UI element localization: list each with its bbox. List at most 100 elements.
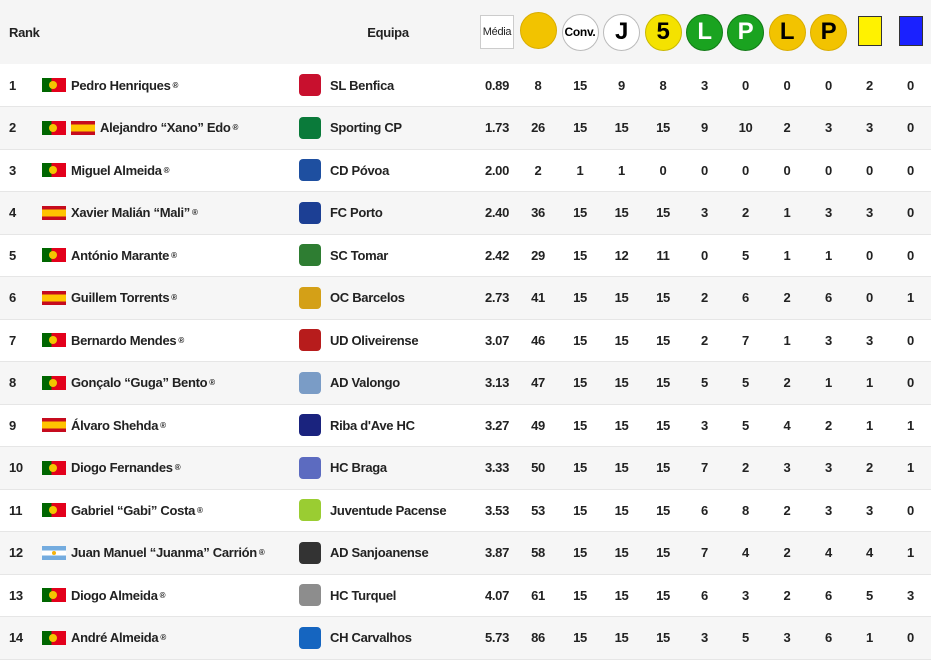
green-l-header[interactable]: L (686, 13, 723, 51)
team-cell[interactable]: Riba d'Ave HC (299, 404, 477, 447)
player-cell[interactable]: Gabriel “Gabi” Costa ® (42, 489, 299, 532)
player-cell[interactable]: Guillem Torrents ® (42, 277, 299, 320)
team-header[interactable]: Equipa (367, 24, 409, 40)
table-row[interactable]: 5 António Marante ® SC Tomar 2.42 29 15 12 11 0 5 1… (0, 234, 931, 277)
team-cell[interactable]: AD Sanjoanense (299, 532, 477, 575)
table-row[interactable]: 11 Gabriel “Gabi” Costa ® Juventude Pacense… (0, 489, 931, 532)
blue-card-header-icon[interactable] (898, 15, 923, 46)
media-cell: 2.00 (484, 162, 510, 178)
player-cell[interactable]: Alejandro “Xano” Edo ® (42, 107, 299, 150)
team-cell[interactable]: CH Carvalhos (299, 617, 477, 660)
stat-cell-7: 1 (783, 332, 791, 348)
team-name[interactable]: UD Oliveirense (330, 332, 419, 348)
registered-icon: ® (174, 463, 181, 473)
player-cell[interactable]: Xavier Malián “Mali” ® (42, 192, 299, 235)
player-name[interactable]: António Marante (71, 247, 170, 263)
table-row[interactable]: 7 Bernardo Mendes ® UD Oliveirense 3.07 46 15 1… (0, 319, 931, 362)
rank-header[interactable]: Rank (9, 24, 40, 40)
stat-cell-5: 3 (701, 417, 708, 433)
stat-cell-9: 3 (866, 205, 873, 221)
team-cell[interactable]: SC Tomar (299, 234, 477, 277)
team-name[interactable]: AD Valongo (330, 375, 400, 391)
stat-cell-7: 4 (783, 417, 791, 433)
team-name[interactable]: SL Benfica (330, 77, 394, 93)
green-p-header[interactable]: P (727, 13, 764, 51)
team-name[interactable]: FC Porto (330, 205, 383, 221)
team-cell[interactable]: Sporting CP (299, 107, 477, 150)
player-cell[interactable]: André Almeida ® (42, 617, 299, 660)
team-name[interactable]: CH Carvalhos (330, 630, 412, 646)
team-cell[interactable]: FC Porto (299, 192, 477, 235)
player-name[interactable]: Bernardo Mendes (71, 332, 177, 348)
table-row[interactable]: 14 André Almeida ® CH Carvalhos 5.73 86 15 15 15… (0, 616, 931, 660)
player-name[interactable]: Diogo Fernandes (71, 460, 173, 476)
player-name[interactable]: Pedro Henriques (71, 77, 171, 93)
table-row[interactable]: 1 Pedro Henriques ® SL Benfica 0.89 8 15 9 8 3 0 0 0… (0, 64, 931, 107)
table-row[interactable]: 8 Gonçalo “Guga” Bento ® AD Valongo 3.13 47 15… (0, 361, 931, 405)
player-name[interactable]: Gabriel “Gabi” Costa (71, 502, 196, 518)
player-name[interactable]: Diogo Almeida (71, 587, 158, 603)
player-name[interactable]: Juan Manuel “Juanma” Carrión (71, 545, 257, 561)
team-cell[interactable]: OC Barcelos (299, 277, 477, 320)
player-cell[interactable]: Juan Manuel “Juanma” Carrión ® (42, 532, 299, 575)
stat-cell-5: 3 (701, 630, 708, 646)
player-cell[interactable]: Álvaro Shehda ® (42, 404, 299, 447)
goals-conceded-header-icon[interactable] (519, 12, 557, 49)
table-row[interactable]: 4 Xavier Malián “Mali” ® FC Porto 2.40 36 15 15… (0, 191, 931, 235)
rank-cell: 10 (9, 460, 23, 476)
table-row[interactable]: 2 Alejandro “Xano” Edo ® Sporting CP 1.73 26 1… (0, 106, 931, 150)
stat-cell-7: 2 (783, 545, 791, 561)
table-row[interactable]: 3 Miguel Almeida ® CD Póvoa 2.00 2 1 1 0 0 0 0 0 0 0 (0, 149, 931, 192)
player-name[interactable]: Guillem Torrents (71, 290, 170, 306)
yellow-p-header[interactable]: P (810, 13, 847, 51)
team-name[interactable]: Sporting CP (330, 120, 402, 136)
team-cell[interactable]: SL Benfica (299, 64, 477, 107)
media-header[interactable]: Média (480, 15, 514, 49)
player-name[interactable]: Miguel Almeida (71, 162, 162, 178)
player-cell[interactable]: Bernardo Mendes ® (42, 319, 299, 362)
table-row[interactable]: 10 Diogo Fernandes ® HC Braga 3.33 50 15 15 15 7 2… (0, 446, 931, 490)
player-name[interactable]: Alejandro “Xano” Edo (100, 120, 231, 136)
team-name[interactable]: AD Sanjoanense (330, 545, 429, 561)
team-name[interactable]: Juventude Pacense (330, 502, 447, 518)
player-cell[interactable]: Diogo Almeida ® (42, 574, 299, 617)
player-cell[interactable]: Pedro Henriques ® (42, 64, 299, 107)
team-name[interactable]: Riba d'Ave HC (330, 417, 415, 433)
table-row[interactable]: 6 Guillem Torrents ® OC Barcelos 2.73 41 15 15 1… (0, 276, 931, 320)
team-name[interactable]: HC Turquel (330, 587, 397, 603)
stat-cell-1: 53 (531, 502, 545, 518)
team-cell[interactable]: UD Oliveirense (299, 319, 477, 362)
player-cell[interactable]: Diogo Fernandes ® (42, 447, 299, 490)
stat-cell-6: 2 (742, 205, 749, 221)
team-cell[interactable]: Juventude Pacense (299, 489, 477, 532)
conv-header[interactable]: Conv. (561, 13, 599, 51)
stat-cell-4: 15 (656, 587, 670, 603)
team-name[interactable]: OC Barcelos (330, 290, 405, 306)
stat-cell-4: 11 (656, 247, 670, 263)
player-name[interactable]: Xavier Malián “Mali” (71, 205, 190, 221)
team-cell[interactable]: CD Póvoa (299, 149, 477, 192)
player-cell[interactable]: Gonçalo “Guga” Bento ® (42, 362, 299, 405)
table-row[interactable]: 9 Álvaro Shehda ® Riba d'Ave HC 3.27 49 15 15 15… (0, 404, 931, 447)
yellow-l-header[interactable]: L (768, 13, 806, 51)
player-name[interactable]: André Almeida (71, 630, 159, 646)
stat-cell-4: 15 (656, 205, 670, 221)
team-cell[interactable]: HC Turquel (299, 574, 477, 617)
stat-cell-3: 1 (618, 162, 625, 178)
team-cell[interactable]: AD Valongo (299, 362, 477, 405)
player-cell[interactable]: Miguel Almeida ® (42, 149, 299, 192)
games-header[interactable]: J (603, 13, 640, 51)
table-row[interactable]: 12 Juan Manuel “Juanma” Carrión ® AD Sanjoa… (0, 531, 931, 575)
starting-five-header[interactable]: 5 (644, 13, 682, 51)
team-name[interactable]: HC Braga (330, 460, 387, 476)
team-cell[interactable]: HC Braga (299, 447, 477, 490)
registered-icon: ® (171, 250, 177, 260)
stat-cell-4: 0 (659, 162, 667, 178)
player-name[interactable]: Gonçalo “Guga” Bento (71, 375, 208, 391)
table-row[interactable]: 13 Diogo Almeida ® HC Turquel 4.07 61 15 15 15 6 3… (0, 574, 931, 617)
team-name[interactable]: CD Póvoa (330, 162, 390, 178)
team-name[interactable]: SC Tomar (330, 247, 389, 263)
player-cell[interactable]: António Marante ® (42, 234, 299, 277)
player-name[interactable]: Álvaro Shehda (71, 417, 159, 433)
yellow-card-header-icon[interactable] (857, 15, 882, 46)
